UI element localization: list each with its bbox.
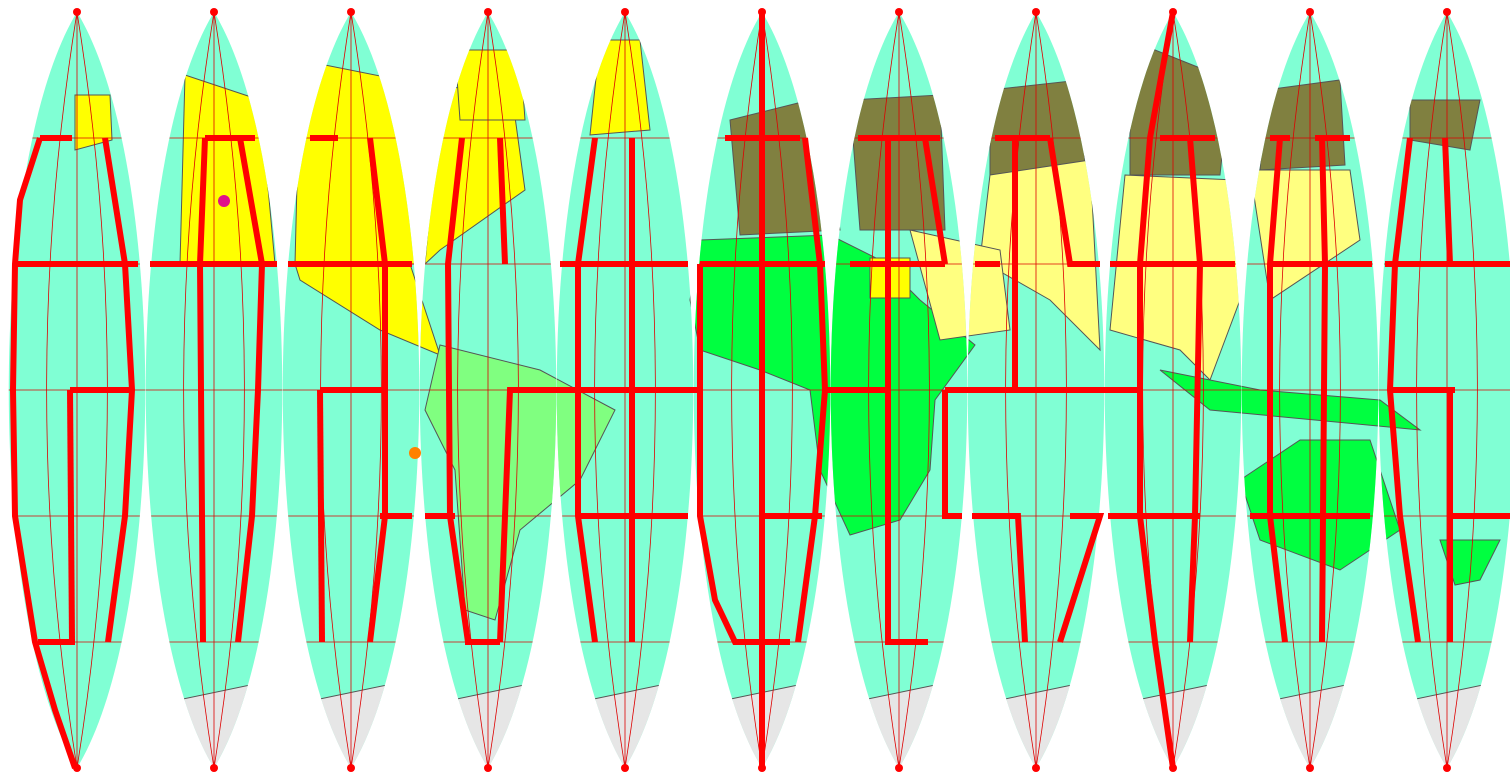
- boundary-line: [1057, 513, 1105, 643]
- boundary-line: [1047, 137, 1100, 267]
- pole-dot: [758, 8, 766, 16]
- pole-dot: [1443, 764, 1451, 772]
- marker: [218, 195, 230, 207]
- boundary-line: [444, 137, 471, 643]
- boundary-line: [1442, 137, 1453, 265]
- meridian: [761, 12, 793, 768]
- landmass: [729, 99, 841, 236]
- boundary-line: [497, 387, 700, 643]
- landmass: [454, 49, 526, 121]
- pole-dot: [1032, 764, 1040, 772]
- pole-dot: [1169, 764, 1177, 772]
- pole-dot: [484, 764, 492, 772]
- pole-dot: [73, 764, 81, 772]
- boundary-line: [942, 390, 962, 519]
- pole-dot: [895, 764, 903, 772]
- boundary-line: [1267, 137, 1288, 643]
- pole-dot: [621, 8, 629, 16]
- boundary-line: [1137, 11, 1176, 769]
- meridian: [1172, 12, 1204, 768]
- boundaries: [9, 11, 1510, 769]
- pole-dot: [210, 8, 218, 16]
- pole-dot: [73, 8, 81, 16]
- pole-dot: [1169, 8, 1177, 16]
- boundary-line: [575, 137, 598, 643]
- meridian: [731, 12, 763, 768]
- pole-dot: [621, 764, 629, 772]
- pole-dot: [895, 8, 903, 16]
- meridian: [457, 12, 489, 768]
- pole-dot: [210, 764, 218, 772]
- land: [74, 39, 1508, 768]
- meridian: [1446, 12, 1478, 768]
- pole-dot: [347, 8, 355, 16]
- boundary-line: [497, 137, 508, 265]
- boundary-line: [697, 264, 790, 645]
- boundary-line: [317, 389, 325, 643]
- landmass: [1409, 99, 1481, 151]
- meridian: [213, 12, 245, 768]
- pole-dot: [1306, 764, 1314, 772]
- landmass: [1259, 79, 1346, 171]
- boundary-line: [1319, 137, 1329, 643]
- landmass: [294, 59, 421, 265]
- boundary-line: [972, 513, 1028, 643]
- meridian: [183, 12, 215, 768]
- boundary-line: [922, 137, 948, 265]
- boundary-line: [885, 138, 928, 645]
- landmass: [989, 79, 1086, 176]
- marker: [409, 447, 421, 459]
- boundary-line: [67, 389, 75, 643]
- pole-dot: [347, 764, 355, 772]
- boundary-line: [235, 137, 266, 643]
- landmass: [74, 94, 113, 151]
- pole-dot: [1032, 8, 1040, 16]
- meridian: [898, 12, 930, 768]
- meridian: [46, 12, 78, 768]
- markers: [73, 8, 1451, 772]
- boundary-line: [196, 137, 208, 643]
- boundary-line: [1187, 137, 1204, 643]
- pole-dot: [758, 764, 766, 772]
- landmass: [1159, 369, 1422, 431]
- meridian: [1309, 12, 1341, 768]
- pole-dot: [1306, 8, 1314, 16]
- pole-dot: [1443, 8, 1451, 16]
- pole-dot: [484, 8, 492, 16]
- boundary-line: [9, 137, 78, 769]
- landmass: [589, 39, 651, 136]
- meridian: [1279, 12, 1311, 768]
